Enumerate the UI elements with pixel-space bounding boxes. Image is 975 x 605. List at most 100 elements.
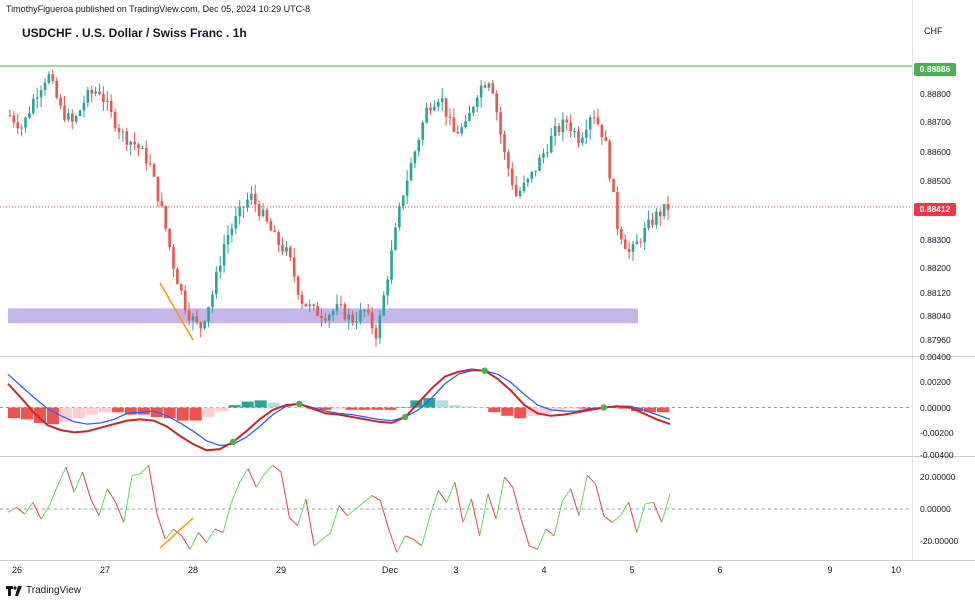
candle-body — [257, 204, 261, 216]
candle-body — [218, 265, 222, 272]
candle-body — [195, 316, 199, 323]
candle-body — [98, 91, 101, 95]
candle-body — [324, 318, 327, 321]
macd-axis-tick: -0.00400 — [920, 450, 954, 460]
candle-body — [666, 204, 670, 210]
symbol-title[interactable]: USDCHF . U.S. Dollar / Swiss Franc . 1h — [22, 26, 247, 40]
oscillator-segment — [429, 490, 439, 516]
candle-body — [647, 219, 650, 228]
candle-body — [176, 268, 179, 285]
candle-body — [398, 206, 401, 228]
candle-body — [269, 221, 273, 231]
candle-body — [366, 310, 370, 313]
oscillator-segment — [206, 528, 216, 543]
candle-body — [499, 112, 502, 135]
candle-body — [121, 131, 125, 133]
oscillator-segment — [371, 495, 381, 502]
candle-body — [312, 304, 315, 307]
candle-body — [339, 304, 343, 306]
macd-axis-tick: 0.00400 — [920, 352, 951, 362]
candle-body — [300, 294, 304, 304]
oscillator-segment — [379, 500, 390, 530]
candle-body — [444, 98, 448, 117]
macd-histogram-bar — [215, 407, 228, 412]
macd-histogram-bar — [371, 407, 384, 410]
candle-body — [28, 113, 31, 118]
oscillator-segment — [437, 490, 447, 503]
candle-body — [51, 74, 55, 81]
oscillator-segment — [479, 493, 489, 536]
macd-histogram-bar — [332, 407, 345, 409]
candle-body — [662, 204, 666, 217]
oscillator-segment — [230, 481, 241, 503]
candle-body — [90, 90, 94, 94]
macd-axis-tick: 0.00000 — [920, 403, 951, 413]
candle-body — [627, 248, 631, 252]
time-axis-label: 3 — [453, 565, 459, 575]
oscillator-segment — [214, 528, 224, 533]
macd-histogram-bar — [176, 407, 189, 421]
macd-histogram-bar — [540, 407, 553, 414]
oscillator-segment — [645, 501, 654, 505]
candle-body — [203, 321, 206, 329]
macd-histogram-bar — [488, 407, 501, 413]
candle-body — [522, 182, 526, 192]
candle-body — [187, 310, 191, 321]
oscillator-segment — [247, 468, 257, 488]
candle-body — [133, 141, 136, 145]
oscillator-segment — [562, 488, 572, 501]
bullish-cross-marker — [481, 367, 488, 374]
oscillator-segment — [388, 528, 398, 553]
oscillator-segment — [156, 513, 166, 540]
candle-body — [573, 131, 576, 133]
macd-histogram-bar — [358, 407, 371, 410]
candle-body — [199, 322, 203, 329]
oscillator-segment — [239, 468, 249, 483]
candle-body — [289, 247, 292, 258]
macd-histogram-bar — [280, 406, 293, 408]
macd-histogram-bar — [20, 407, 33, 420]
candle-body — [304, 303, 308, 307]
oscillator-segment — [32, 502, 42, 520]
macd-histogram-bar — [202, 407, 215, 417]
oscillator-segment — [297, 498, 307, 526]
candle-body — [468, 112, 471, 122]
candle-body — [655, 211, 658, 225]
candle-body — [183, 290, 187, 311]
macd-histogram-bar — [111, 407, 124, 413]
macd-histogram-bar — [449, 405, 462, 408]
candle-body — [612, 178, 615, 193]
candle-body — [129, 141, 132, 145]
oscillator-segment — [495, 477, 505, 520]
oscillator-segment — [305, 498, 315, 547]
macd-histogram-bar — [33, 407, 46, 423]
candle-body — [308, 304, 312, 307]
oscillator-segment — [537, 528, 547, 550]
candle-body — [448, 116, 452, 118]
time-axis-label: Dec — [381, 565, 399, 575]
price-axis-tick: 0.88300 — [920, 235, 951, 245]
macd-histogram-bar — [46, 407, 59, 425]
tradingview-logo-icon — [6, 585, 22, 596]
resistance-price-tag: 0.88886 — [914, 63, 956, 76]
candle-body — [8, 115, 12, 117]
candle-body — [592, 117, 596, 119]
candle-body — [141, 147, 144, 149]
candle-body — [226, 235, 230, 245]
macd-histogram-bar — [397, 407, 410, 408]
oscillator-trendline — [159, 517, 194, 549]
candle-body — [47, 74, 51, 83]
oscillator-segment — [421, 515, 431, 547]
pane-separator-oscillator[interactable] — [0, 456, 975, 457]
candle-body — [238, 206, 241, 217]
oscillator-segment — [24, 501, 34, 515]
oscillator-segment — [529, 545, 538, 550]
pane-separator-macd[interactable] — [0, 356, 975, 357]
footer-brand[interactable]: TradingView — [6, 585, 81, 596]
candle-body — [503, 134, 506, 153]
currency-label: CHF — [924, 26, 943, 36]
candle-body — [464, 121, 467, 128]
candle-body — [125, 131, 129, 145]
oscillator-segment — [636, 503, 646, 533]
